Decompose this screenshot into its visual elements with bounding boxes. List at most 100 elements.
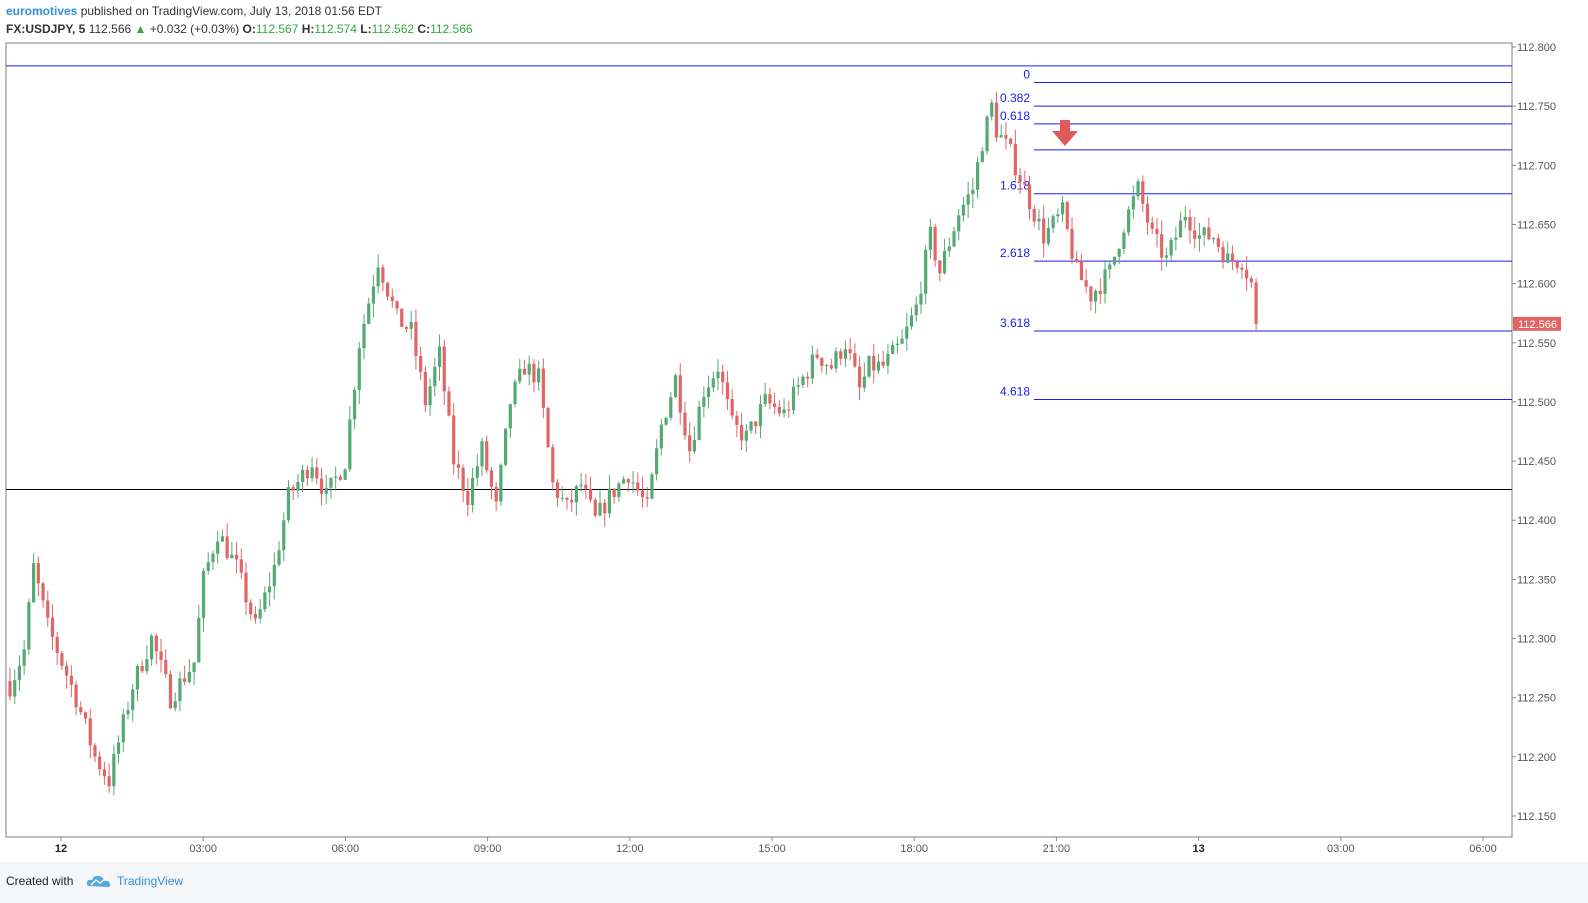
candle xyxy=(452,402,456,475)
candle xyxy=(159,638,163,673)
candle xyxy=(777,399,781,417)
plot-frame xyxy=(5,42,1513,838)
candle xyxy=(433,357,437,397)
candle xyxy=(914,296,918,322)
x-tick-label: 12:00 xyxy=(616,843,644,855)
candle xyxy=(1145,195,1150,235)
candle xyxy=(1141,175,1145,213)
candle xyxy=(36,556,40,597)
candle xyxy=(197,604,201,663)
author-link[interactable]: euromotives xyxy=(6,4,78,18)
candle xyxy=(131,683,135,722)
candle xyxy=(1037,209,1041,231)
candle xyxy=(178,671,182,711)
candle xyxy=(994,91,999,142)
candle xyxy=(933,223,937,267)
candle xyxy=(612,488,616,504)
ohlc-legend: FX:USDJPY, 5 112.566 ▲ +0.032 (+0.03%) O… xyxy=(6,22,473,36)
y-tick-label: 112.200 xyxy=(1517,752,1556,764)
candle xyxy=(740,413,744,450)
y-tick-label: 112.550 xyxy=(1517,338,1556,350)
x-tick-label: 15:00 xyxy=(758,843,786,855)
candle xyxy=(843,340,848,367)
price-chart[interactable]: 0 0.382 0.618 1.618 2.618 3.618 4.618 112.150 1… xyxy=(0,0,1588,862)
candle xyxy=(475,453,479,486)
x-tick-label: 21:00 xyxy=(1043,843,1071,855)
candle xyxy=(683,401,687,440)
fib-level-label: 1.618 xyxy=(1000,179,1030,193)
candle xyxy=(381,264,385,292)
candle xyxy=(1018,167,1022,194)
close-value: 112.566 xyxy=(430,22,473,36)
candle xyxy=(806,372,810,388)
candle xyxy=(17,655,22,691)
candle xyxy=(494,481,498,512)
candle xyxy=(721,364,725,395)
high-label: H: xyxy=(301,22,315,36)
candle xyxy=(461,464,465,503)
candle xyxy=(706,375,711,409)
candle xyxy=(13,669,17,705)
candle xyxy=(102,761,106,785)
candle xyxy=(669,392,673,421)
candle xyxy=(631,470,635,493)
candle xyxy=(1108,260,1112,279)
candle xyxy=(773,392,777,415)
candle xyxy=(211,550,215,571)
candle xyxy=(22,639,26,675)
candle xyxy=(801,374,805,388)
candle xyxy=(560,486,564,502)
publish-info: euromotives published on TradingView.com… xyxy=(6,4,382,18)
candle xyxy=(1112,256,1117,267)
fib-level-label: 3.618 xyxy=(1000,316,1030,330)
x-tick-label: 06:00 xyxy=(332,843,360,855)
fib-level-label: 2.618 xyxy=(1000,246,1030,260)
candle xyxy=(725,370,730,410)
candle xyxy=(570,488,574,512)
candle xyxy=(107,763,111,793)
candle xyxy=(1042,205,1046,258)
candle xyxy=(456,450,460,480)
candle xyxy=(1174,226,1178,251)
candle xyxy=(1089,285,1093,311)
candle xyxy=(352,387,357,429)
candle xyxy=(1075,251,1079,264)
candle xyxy=(985,115,989,155)
symbol-label[interactable]: FX:USDJPY, 5 xyxy=(6,22,86,36)
candle xyxy=(277,541,281,567)
candle xyxy=(976,156,980,199)
candle xyxy=(584,473,588,500)
candle xyxy=(201,568,206,632)
candle xyxy=(69,665,73,698)
candle xyxy=(296,473,300,498)
candle xyxy=(754,421,758,435)
candle xyxy=(1202,226,1206,246)
candle xyxy=(1197,223,1202,252)
x-tick-label: 09:00 xyxy=(474,843,502,855)
candle xyxy=(735,410,739,438)
candle xyxy=(650,471,654,500)
candle xyxy=(437,334,442,381)
close-label: C: xyxy=(417,22,431,36)
candle xyxy=(513,379,517,408)
open-label: O: xyxy=(242,22,256,36)
candle xyxy=(881,350,885,369)
candle xyxy=(1079,254,1084,281)
candle xyxy=(711,371,715,392)
candle xyxy=(872,343,876,384)
candle xyxy=(343,468,347,480)
price-change: +0.032 (+0.03%) xyxy=(149,22,240,36)
fib-level-label: 0.618 xyxy=(1000,109,1030,123)
candle xyxy=(744,424,748,452)
candle xyxy=(485,435,489,474)
candle xyxy=(164,649,168,679)
candle xyxy=(400,308,404,328)
tradingview-link[interactable]: TradingView xyxy=(117,874,184,888)
tradingview-cloud-icon[interactable] xyxy=(86,874,112,888)
candle xyxy=(480,437,484,476)
candle xyxy=(268,572,272,607)
candle xyxy=(46,590,50,627)
candle xyxy=(858,356,862,401)
candle xyxy=(839,348,843,365)
candle xyxy=(607,475,612,518)
